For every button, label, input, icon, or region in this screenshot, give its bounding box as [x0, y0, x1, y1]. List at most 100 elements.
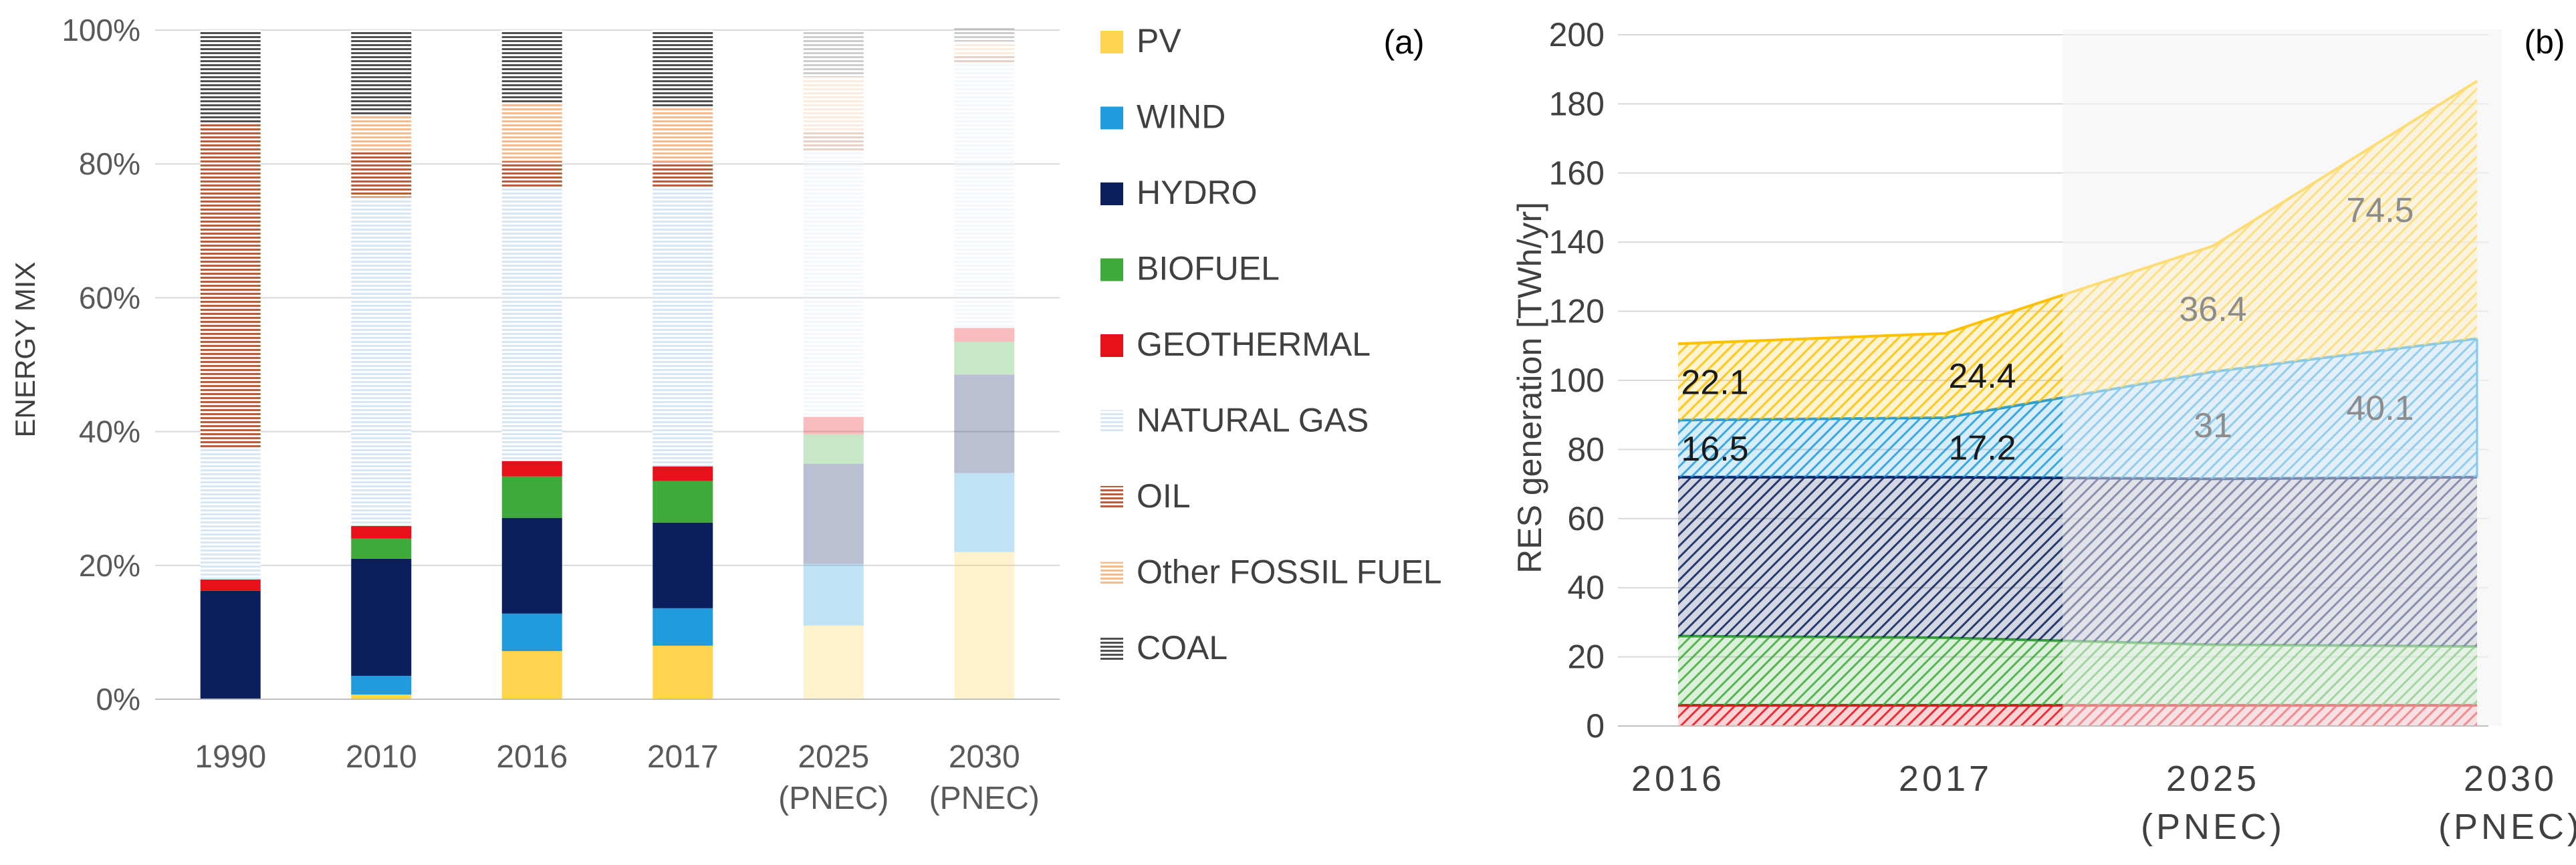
bar-geothermal-2025 [803, 416, 864, 435]
chart-b-ytick-label: 180 [1549, 85, 1605, 122]
bar-coal-2016 [501, 30, 562, 104]
chart-b: 22.1 24.4 36.4 74.5 16.5 17.2 31 40.1 0 20 40 60 80… [1511, 16, 2576, 847]
bar-hydro-2010 [351, 558, 412, 676]
chart-b-panel-label: (b) [2524, 23, 2565, 61]
area-edge-pv [1677, 80, 2478, 346]
chart-a-xtick-label: 1990 [195, 739, 266, 775]
bar-oil-2016 [501, 161, 562, 189]
legend-swatch [1100, 258, 1123, 281]
bar-coal-2010 [351, 30, 412, 115]
chart-b-xtick-label: 2025 [2166, 759, 2260, 799]
data-label-wind-0: 16.5 [1681, 430, 1748, 469]
bar-oil-1990 [200, 124, 261, 449]
data-label-pv-3: 74.5 [2346, 191, 2414, 230]
bar-pv-2030 [954, 551, 1015, 699]
bar-wind-2010 [351, 675, 412, 695]
legend-item-other-fossil-fuel: Other FOSSIL FUEL [1100, 553, 1442, 591]
bar-pv-2016 [501, 650, 562, 699]
bar-other-fossil-fuel-2025 [803, 77, 864, 131]
legend-swatch [1100, 31, 1123, 53]
legend-label: OIL [1137, 477, 1191, 515]
data-label-pv-0: 22.1 [1681, 363, 1748, 402]
bar-oil-2030 [954, 54, 1015, 64]
data-label-pv-1: 24.4 [1948, 357, 2016, 396]
chart-a-xtick-label: 2025 [798, 739, 869, 775]
bar-other-fossil-fuel-2017 [653, 106, 713, 162]
chart-b-xtick-label: 2017 [1899, 759, 1992, 799]
chart-b-xtick-label: 2016 [1631, 759, 1725, 799]
bar-natural-gas-2030 [954, 64, 1015, 328]
chart-a-ylabel: ENERGY MIX [9, 262, 41, 438]
legend-swatch [1100, 334, 1123, 357]
chart-a-xtick-label: 2016 [496, 739, 568, 775]
bar-stack-2017 [653, 30, 713, 699]
bar-geothermal-2016 [501, 461, 562, 477]
legend-label: PV [1137, 22, 1181, 59]
bar-biofuel-2030 [954, 342, 1015, 375]
chart-b-areas [1677, 80, 2478, 726]
area-geothermal [1678, 705, 2477, 726]
chart-b-ytick-label: 160 [1549, 154, 1605, 192]
bar-natural-gas-2025 [803, 150, 864, 417]
bar-pv-2025 [803, 625, 864, 699]
data-label-wind-2: 31 [2194, 406, 2232, 445]
chart-a-panel-label: (a) [1383, 23, 1424, 61]
area-pv [1678, 81, 2477, 420]
chart-a: 0% 20% 40% 60% 80% 100% 1990 2010 2016 2017 2025 (P… [9, 13, 1442, 816]
legend-item-wind: WIND [1100, 98, 1225, 136]
chart-a-xtick-label: 2030 [949, 739, 1020, 775]
legend-swatch [1100, 486, 1123, 509]
legend-swatch [1100, 638, 1123, 660]
legend-item-pv: PV [1100, 22, 1181, 59]
bar-coal-2025 [803, 30, 864, 78]
bar-coal-2017 [653, 30, 713, 107]
chart-b-xtick-sublabel: (PNEC) [2141, 807, 2285, 847]
bar-natural-gas-2016 [501, 188, 562, 461]
bar-oil-2017 [653, 162, 713, 188]
bar-geothermal-2030 [954, 328, 1015, 342]
chart-a-ytick-label: 40% [79, 414, 140, 449]
data-label-wind-1: 17.2 [1948, 428, 2016, 467]
chart-b-forecast-overlay [2063, 29, 2502, 726]
legend-label: WIND [1137, 98, 1225, 136]
chart-a-ytick-label: 80% [79, 146, 140, 181]
legend-label: COAL [1137, 629, 1227, 666]
chart-b-ytick-label: 140 [1549, 223, 1605, 261]
bar-wind-2030 [954, 473, 1015, 552]
legend-swatch [1100, 182, 1123, 205]
bar-biofuel-2017 [653, 481, 713, 523]
legend-label: GEOTHERMAL [1137, 326, 1371, 363]
bar-wind-2016 [501, 613, 562, 651]
bar-wind-2017 [653, 608, 713, 646]
bar-coal-1990 [200, 30, 261, 124]
chart-b-ytick-label: 60 [1567, 500, 1605, 537]
bar-geothermal-2017 [653, 466, 713, 481]
legend-item-coal: COAL [1100, 629, 1227, 666]
bar-stack-1990 [200, 30, 261, 699]
chart-a-ytick-label: 20% [79, 548, 140, 583]
chart-b-xtick-label: 2030 [2464, 759, 2557, 799]
chart-a-xtick-label: 2017 [647, 739, 719, 775]
bar-other-fossil-fuel-2030 [954, 41, 1015, 55]
bar-hydro-2025 [803, 463, 864, 564]
legend-swatch [1100, 410, 1123, 433]
chart-a-xtick-sublabel: (PNEC) [929, 781, 1040, 816]
bar-stack-2010 [351, 30, 412, 699]
bar-natural-gas-2017 [653, 187, 713, 467]
chart-a-ytick-label: 100% [62, 13, 140, 47]
chart-b-xtick-sublabel: (PNEC) [2438, 807, 2576, 847]
bar-other-fossil-fuel-2016 [501, 103, 562, 162]
bar-hydro-2016 [501, 517, 562, 614]
chart-a-bars [200, 27, 1015, 699]
area-hydro [1678, 477, 2477, 647]
chart-a-ytick-label: 60% [79, 280, 140, 315]
bar-hydro-2017 [653, 522, 713, 608]
chart-a-ytick-label: 0% [96, 682, 140, 717]
legend-item-natural-gas: NATURAL GAS [1100, 402, 1369, 439]
legend-label: NATURAL GAS [1137, 402, 1369, 439]
bar-pv-2017 [653, 645, 713, 699]
chart-b-ylabel: RES generation [TWh/yr] [1511, 202, 1548, 574]
bar-natural-gas-1990 [200, 448, 261, 580]
